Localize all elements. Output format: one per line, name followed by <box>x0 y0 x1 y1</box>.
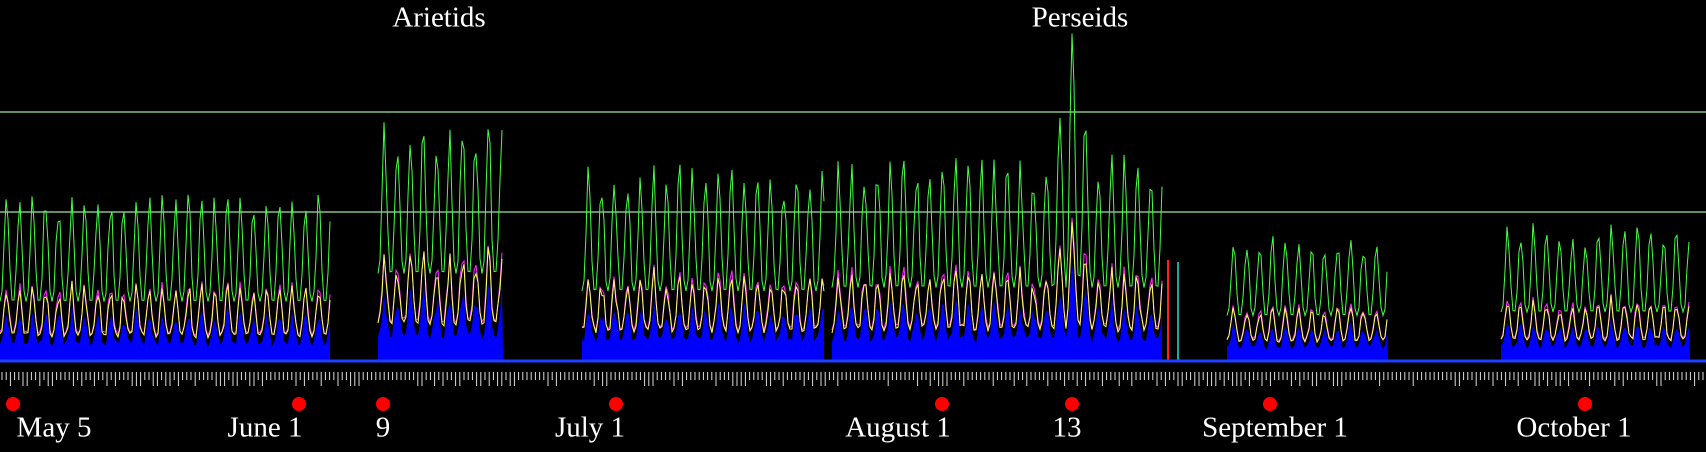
date-marker <box>609 397 623 411</box>
date-label: 13 <box>1053 412 1082 444</box>
signal-line <box>1226 236 1388 318</box>
annotation: Arietids <box>392 2 485 34</box>
signals <box>0 33 1690 361</box>
date-label: August 1 <box>845 412 951 444</box>
date-label: June 1 <box>228 412 303 444</box>
signal-area <box>1227 322 1388 361</box>
date-label: 9 <box>376 412 391 444</box>
date-label: July 1 <box>555 412 625 444</box>
signal-area <box>582 300 824 361</box>
signal-line <box>1500 223 1690 314</box>
date-label: September 1 <box>1202 412 1348 444</box>
signal-area <box>832 262 1162 361</box>
labels: Arietids Perseids May 5 June 1 9 July 1 August… <box>6 2 1632 444</box>
signal-line <box>0 194 331 302</box>
date-marker <box>1578 397 1592 411</box>
signal-line <box>831 33 1163 288</box>
signal-line <box>1500 295 1690 343</box>
signal-line <box>0 280 331 340</box>
signal-line <box>1226 306 1388 344</box>
signal-line <box>377 122 503 274</box>
signal-area <box>1501 317 1690 361</box>
date-marker <box>1065 397 1079 411</box>
date-marker <box>935 397 949 411</box>
signal-line <box>581 266 825 335</box>
signal-line <box>377 246 503 328</box>
signal-line <box>581 164 825 292</box>
date-label: May 5 <box>17 412 92 444</box>
signal-line <box>831 222 1163 334</box>
signal-area <box>378 283 503 361</box>
date-marker <box>1263 397 1277 411</box>
signal-area <box>0 305 330 361</box>
date-marker <box>6 397 20 411</box>
date-marker <box>292 397 306 411</box>
date-marker <box>376 397 390 411</box>
tick-strip <box>1 372 1704 386</box>
annotation: Perseids <box>1032 2 1129 34</box>
date-label: October 1 <box>1516 412 1631 444</box>
